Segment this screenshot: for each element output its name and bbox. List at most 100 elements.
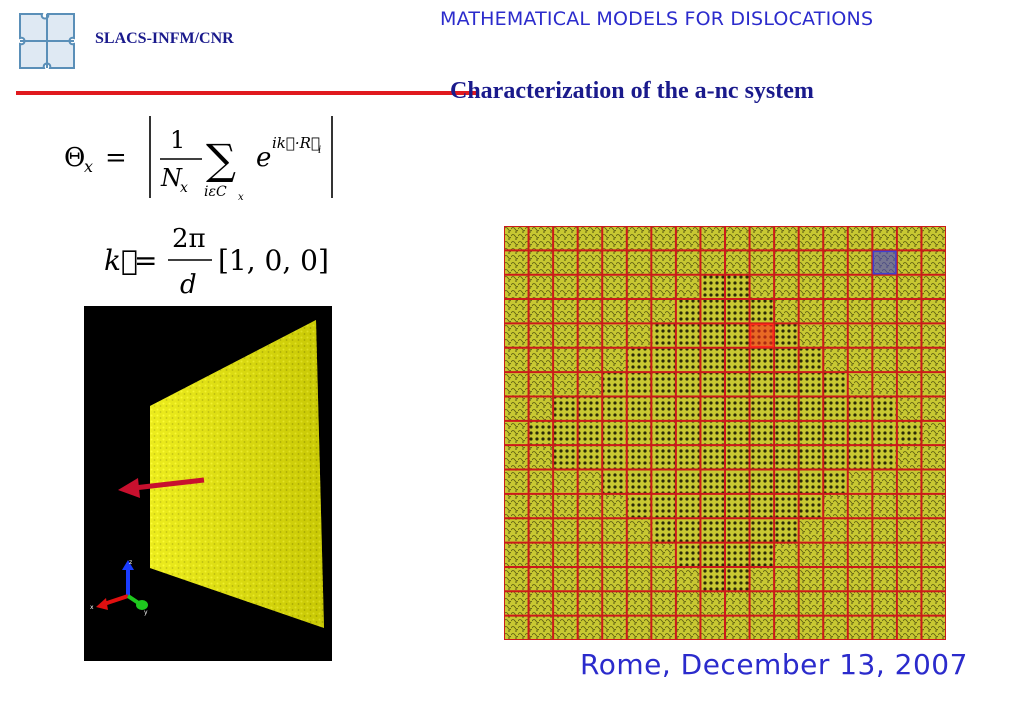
sum-symbol: ∑ <box>206 135 236 184</box>
crystalline-cell <box>823 420 848 446</box>
crystalline-cell <box>675 396 701 421</box>
crystalline-cell <box>700 396 725 421</box>
crystalline-cell <box>749 299 775 324</box>
axis-triad: z x y <box>90 559 148 616</box>
crystalline-cell <box>749 542 775 567</box>
crystalline-cell <box>675 542 701 567</box>
crystalline-cell <box>700 323 725 348</box>
axis-y-label: y <box>144 609 148 616</box>
crystalline-cell <box>725 420 750 446</box>
domain-grid-image <box>503 225 947 641</box>
exp-power: ik⃗·R⃗ <box>272 134 320 152</box>
crystalline-cell <box>847 420 873 446</box>
axis-x-label: x <box>90 604 94 611</box>
crystalline-cell <box>749 518 775 543</box>
crystalline-cell <box>602 372 627 397</box>
crystalline-cell <box>577 396 603 421</box>
crystalline-cell <box>725 445 750 470</box>
crystalline-cell <box>651 518 676 543</box>
theta-lhs: Θ <box>64 143 85 173</box>
highlight-cell-blue <box>872 250 897 275</box>
direction-arrow <box>118 477 205 498</box>
simulation-image: z x y <box>84 306 332 661</box>
crystalline-cell <box>700 347 725 373</box>
crystalline-cell <box>700 445 725 470</box>
crystalline-cell <box>626 469 652 494</box>
crystalline-cell <box>651 493 676 519</box>
k-numerator: 2π <box>172 224 206 254</box>
crystalline-cell <box>774 323 799 348</box>
crystalline-cell <box>896 420 922 446</box>
crystalline-cell <box>602 445 627 470</box>
crystalline-cell <box>774 372 799 397</box>
crystalline-cell <box>872 396 897 421</box>
domain-grid-svg <box>503 225 947 641</box>
crystalline-cell <box>675 299 701 324</box>
crystalline-cell <box>749 420 775 446</box>
crystalline-cell <box>725 566 750 592</box>
crystalline-cell <box>798 469 824 494</box>
slide-subtitle: Characterization of the a-nc system <box>450 78 814 104</box>
crystalline-cell <box>774 493 799 519</box>
crystalline-cell <box>749 493 775 519</box>
crystalline-cell <box>774 445 799 470</box>
crystalline-cell <box>725 299 750 324</box>
crystalline-cell <box>651 469 676 494</box>
crystalline-cell <box>798 493 824 519</box>
crystalline-cell <box>700 420 725 446</box>
crystalline-cell <box>725 518 750 543</box>
crystalline-cell <box>823 469 848 494</box>
crystalline-cell <box>700 469 725 494</box>
k-denominator: d <box>180 270 197 300</box>
sum-index: iεC <box>204 184 227 200</box>
crystalline-cell <box>798 420 824 446</box>
footer-date: Rome, December 13, 2007 <box>580 648 968 681</box>
crystalline-cell <box>725 542 750 567</box>
crystalline-cell <box>725 323 750 348</box>
crystalline-cell <box>725 469 750 494</box>
crystalline-cell <box>872 420 897 446</box>
crystalline-cell <box>626 347 652 373</box>
crystalline-cell <box>774 396 799 421</box>
svg-text:x: x <box>238 192 244 203</box>
crystalline-cell <box>553 420 578 446</box>
axis-z-label: z <box>129 559 132 566</box>
crystalline-cell <box>725 347 750 373</box>
crystalline-cell <box>725 493 750 519</box>
crystalline-cell <box>749 445 775 470</box>
crystalline-cell <box>725 372 750 397</box>
crystalline-cell <box>700 518 725 543</box>
svg-text:i: i <box>318 145 321 156</box>
page-title: MATHEMATICAL MODELS FOR DISLOCATIONS <box>440 8 874 30</box>
crystalline-cell <box>651 445 676 470</box>
crystalline-cell <box>749 347 775 373</box>
crystalline-cell <box>651 372 676 397</box>
crystalline-cell <box>675 445 701 470</box>
org-name: SLACS-INFM/CNR <box>95 30 234 47</box>
crystalline-cell <box>798 347 824 373</box>
crystalline-cell <box>577 445 603 470</box>
k-lhs: k⃗ <box>104 244 138 277</box>
crystalline-cell <box>626 372 652 397</box>
crystalline-cell <box>553 445 578 470</box>
crystalline-cell <box>626 493 652 519</box>
crystalline-cell <box>774 469 799 494</box>
crystalline-cell <box>847 445 873 470</box>
crystalline-cell <box>774 347 799 373</box>
crystalline-cell <box>651 347 676 373</box>
crystalline-cell <box>700 542 725 567</box>
title-divider <box>16 91 476 95</box>
crystalline-cell <box>725 396 750 421</box>
crystalline-cell <box>749 396 775 421</box>
crystalline-cell <box>602 396 627 421</box>
crystalline-cell <box>749 372 775 397</box>
crystalline-cell <box>700 566 725 592</box>
crystalline-cell <box>651 323 676 348</box>
theta-numerator: 1 <box>170 126 185 154</box>
highlight-cell-red <box>749 323 774 348</box>
crystalline-cell <box>675 323 701 348</box>
crystalline-cell <box>700 372 725 397</box>
crystalline-cell <box>675 347 701 373</box>
crystalline-cell <box>577 420 603 446</box>
theta-formula: Θ x = 1 N x ∑ iεC x e ik⃗·R⃗ i <box>60 108 350 203</box>
